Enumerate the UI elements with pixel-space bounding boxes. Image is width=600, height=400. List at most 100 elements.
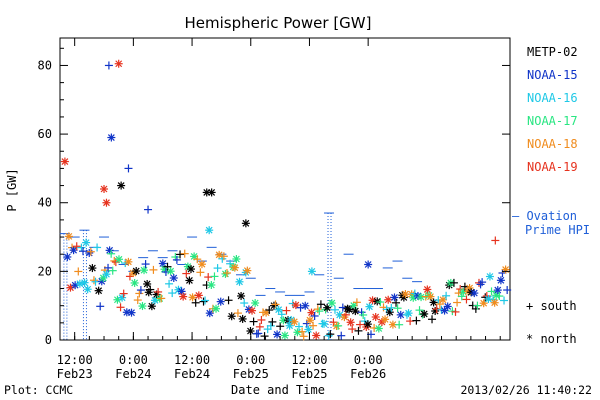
data-point-north	[64, 232, 73, 241]
data-point-south	[260, 332, 269, 341]
data-point-south	[240, 299, 249, 308]
data-point-south	[257, 315, 266, 324]
x-tick-label-time: 0:00	[236, 353, 265, 367]
data-point-south	[165, 279, 174, 288]
data-point-south	[144, 205, 153, 214]
y-tick-label: 40	[38, 196, 52, 210]
x-tick-label-time: 0:00	[119, 353, 148, 367]
data-point-south	[154, 287, 163, 296]
y-axis-label: P [GW]	[5, 168, 19, 211]
x-tick-label-date: Feb26	[350, 367, 386, 381]
data-point-south	[193, 255, 202, 264]
data-point-north	[212, 304, 221, 313]
data-point-south	[107, 249, 116, 258]
data-point-north	[179, 292, 188, 301]
data-point-south	[96, 302, 105, 311]
data-point-south	[392, 298, 401, 307]
y-tick-label: 60	[38, 127, 52, 141]
data-point-south	[471, 304, 480, 313]
data-point-north	[273, 330, 282, 339]
data-point-south	[487, 287, 496, 296]
data-point-south	[282, 306, 291, 315]
data-point-north	[274, 305, 283, 314]
axes: 02040608012:00Feb230:00Feb2412:00Feb240:…	[38, 38, 510, 381]
data-point-north	[147, 302, 156, 311]
data-point-south	[72, 242, 81, 251]
data-point-north	[293, 328, 302, 337]
data-point-south	[124, 164, 133, 173]
data-point-south	[298, 327, 307, 336]
data-point-south	[442, 291, 451, 300]
data-point-south	[393, 304, 402, 313]
data-point-south	[108, 266, 117, 275]
data-point-south	[354, 326, 363, 335]
data-point-south	[449, 278, 458, 287]
y-tick-label: 80	[38, 58, 52, 72]
data-point-north	[346, 318, 355, 327]
data-point-north	[205, 226, 214, 235]
data-point-north	[185, 276, 194, 285]
data-point-north	[188, 293, 197, 302]
data-point-south	[330, 305, 339, 314]
data-point-north	[186, 265, 195, 274]
data-point-south	[352, 298, 361, 307]
data-point-south	[451, 307, 460, 316]
data-point-north	[304, 325, 313, 334]
data-point-north	[243, 266, 252, 275]
data-point-south	[276, 322, 285, 331]
data-point-north	[485, 272, 494, 281]
data-point-north	[238, 314, 247, 323]
data-point-north	[404, 309, 413, 318]
data-point-north	[132, 267, 141, 276]
plot-border	[59, 37, 511, 341]
legend-item: NOAA-15	[527, 68, 578, 82]
data-point-north	[102, 198, 111, 207]
legend-marker-south: + south	[526, 299, 577, 313]
data-point-south	[491, 236, 500, 245]
data-point-north	[216, 297, 225, 306]
data-point-north	[140, 266, 149, 275]
data-point-south	[326, 330, 335, 339]
x-tick-label-date: Feb25	[233, 367, 269, 381]
data-point-north	[420, 309, 429, 318]
data-point-north	[251, 299, 260, 308]
legend-marker-north: * north	[526, 332, 577, 346]
data-point-south	[119, 289, 128, 298]
data-point-south	[210, 272, 219, 281]
data-point-north	[127, 308, 136, 317]
data-point-north	[440, 306, 449, 315]
data-point-south	[78, 247, 87, 256]
data-point-south	[149, 265, 158, 274]
data-point-south	[224, 296, 233, 305]
data-point-south	[86, 247, 95, 256]
data-point-north	[351, 307, 360, 316]
data-point-north	[431, 307, 440, 316]
data-point-south	[294, 322, 303, 331]
y-tick-label: 0	[45, 333, 52, 347]
data-point-north	[390, 293, 399, 302]
data-point-north	[138, 302, 147, 311]
data-point-north	[320, 319, 329, 328]
data-point-north	[82, 238, 91, 247]
legend-item: NOAA-16	[527, 91, 578, 105]
data-point-south	[277, 310, 286, 319]
x-tick-label-date: Feb24	[174, 367, 210, 381]
x-tick-label-time: 12:00	[174, 353, 210, 367]
data-point-north	[438, 295, 447, 304]
data-point-north	[88, 264, 97, 273]
x-tick-label-time: 12:00	[291, 353, 327, 367]
chart-title: Hemispheric Power [GW]	[185, 14, 372, 32]
data-point-north	[232, 255, 241, 264]
data-point-north	[490, 298, 499, 307]
data-point-north	[107, 133, 116, 142]
legend-ovation-line1: — Ovation	[512, 209, 577, 223]
data-point-north	[384, 295, 393, 304]
data-point-north	[327, 299, 336, 308]
data-point-north	[143, 279, 152, 288]
data-point-north	[241, 219, 250, 228]
data-point-north	[371, 313, 380, 322]
data-point-south	[334, 321, 343, 330]
data-point-south	[495, 292, 504, 301]
legend-item: NOAA-17	[527, 114, 578, 128]
